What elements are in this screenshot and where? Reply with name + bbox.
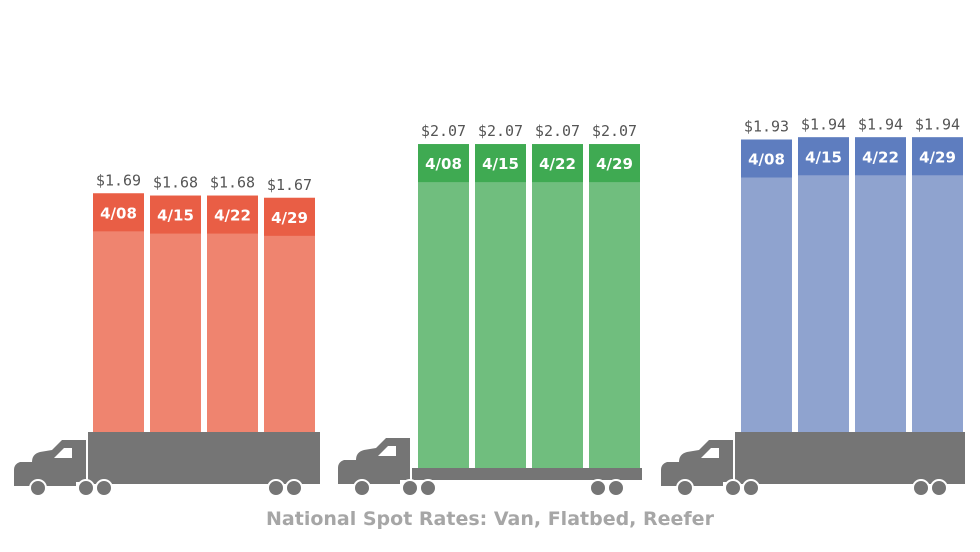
flatbed-wheel — [353, 479, 371, 497]
van-bar-value-label: $1.68 — [153, 174, 198, 192]
reefer-bar-cap — [912, 137, 963, 176]
flatbed-wheel — [419, 479, 437, 497]
flatbed-bar-3: 4/22 $2.07 — [532, 122, 583, 468]
flatbed-wheel — [607, 479, 625, 497]
flatbed-bar-cap — [475, 144, 526, 183]
reefer-wheel — [724, 479, 742, 497]
reefer-bar-value-label: $1.94 — [858, 115, 903, 133]
flatbed-wheel — [401, 479, 419, 497]
flatbed-bar-body — [532, 144, 583, 468]
van-truck-icon — [14, 432, 320, 497]
van-bar-date-label: 4/22 — [214, 207, 251, 225]
van-bar-date-label: 4/08 — [100, 204, 137, 222]
reefer-bar-date-label: 4/08 — [748, 151, 785, 169]
reefer-bar-value-label: $1.93 — [744, 118, 789, 136]
van-bar-value-label: $1.68 — [210, 174, 255, 192]
reefer-wheel — [742, 479, 760, 497]
van-bar-body — [150, 195, 201, 432]
flatbed-bar-cap — [418, 144, 469, 183]
reefer-wheel — [676, 479, 694, 497]
van-bar-body — [207, 195, 258, 432]
flatbed-cab-window — [378, 446, 396, 456]
reefer-bar-body — [855, 137, 906, 432]
reefer-wheel — [930, 479, 948, 497]
flatbed-cab-icon — [338, 438, 410, 484]
flatbed-bar-value-label: $2.07 — [592, 122, 637, 140]
flatbed-bar-cap — [532, 144, 583, 183]
van-trailer — [88, 432, 320, 484]
flatbed-bar-date-label: 4/08 — [425, 155, 462, 173]
reefer-bar-body — [912, 137, 963, 432]
reefer-bar-3: 4/22 $1.94 — [855, 115, 906, 432]
flatbed-bar-1: 4/08 $2.07 — [418, 122, 469, 468]
van-cab-window — [54, 448, 72, 458]
van-bar-body — [264, 197, 315, 432]
reefer-trailer — [735, 432, 965, 484]
van-wheel — [95, 479, 113, 497]
van-bar-cap — [93, 193, 144, 232]
reefer-bar-4: 4/29 $1.94 — [912, 115, 963, 432]
reefer-bar-cap — [741, 139, 792, 178]
flatbed-trailer-deck — [412, 468, 642, 480]
flatbed-panel: 4/08 $2.07 4/15 $2.07 4/22 $2.07 4/29 $2.07 — [338, 122, 642, 497]
van-bar-cap — [207, 195, 258, 234]
reefer-bar-cap — [798, 137, 849, 176]
flatbed-wheel — [589, 479, 607, 497]
van-wheel — [285, 479, 303, 497]
van-wheel — [29, 479, 47, 497]
reefer-cab-window — [701, 448, 719, 458]
van-bar-cap — [150, 195, 201, 234]
flatbed-bar-value-label: $2.07 — [478, 122, 523, 140]
reefer-truck-icon — [661, 432, 965, 497]
reefer-cab-icon — [661, 440, 733, 486]
reefer-wheel — [912, 479, 930, 497]
reefer-bar-date-label: 4/29 — [919, 148, 956, 166]
flatbed-bar-2: 4/15 $2.07 — [475, 122, 526, 468]
reefer-bar-value-label: $1.94 — [915, 115, 960, 133]
flatbed-bar-4: 4/29 $2.07 — [589, 122, 640, 468]
flatbed-truck-icon — [338, 438, 642, 497]
reefer-bar-value-label: $1.94 — [801, 115, 846, 133]
van-bar-date-label: 4/29 — [271, 209, 308, 227]
flatbed-bar-body — [589, 144, 640, 468]
van-bar-2: 4/15 $1.68 — [150, 174, 201, 432]
flatbed-bar-date-label: 4/22 — [539, 155, 576, 173]
flatbed-bar-body — [475, 144, 526, 468]
reefer-bar-1: 4/08 $1.93 — [741, 118, 792, 432]
flatbed-bar-date-label: 4/15 — [482, 155, 519, 173]
reefer-bar-body — [798, 137, 849, 432]
reefer-bar-date-label: 4/22 — [862, 148, 899, 166]
reefer-bar-body — [741, 139, 792, 432]
van-bar-4: 4/29 $1.67 — [264, 176, 315, 432]
van-cab-icon — [14, 440, 86, 486]
van-bar-date-label: 4/15 — [157, 207, 194, 225]
van-bar-3: 4/22 $1.68 — [207, 174, 258, 432]
van-bar-1: 4/08 $1.69 — [93, 171, 144, 432]
van-wheel — [267, 479, 285, 497]
van-bar-value-label: $1.69 — [96, 171, 141, 189]
reefer-panel: 4/08 $1.93 4/15 $1.94 4/22 $1.94 4/29 $1.94 — [661, 115, 965, 497]
van-bar-cap — [264, 197, 315, 236]
van-panel: 4/08 $1.69 4/15 $1.68 4/22 $1.68 4/29 $1.67 — [14, 171, 320, 497]
reefer-bar-date-label: 4/15 — [805, 148, 842, 166]
flatbed-bar-date-label: 4/29 — [596, 155, 633, 173]
flatbed-bar-body — [418, 144, 469, 468]
reefer-bar-cap — [855, 137, 906, 176]
flatbed-bar-value-label: $2.07 — [421, 122, 466, 140]
van-bar-value-label: $1.67 — [267, 176, 312, 194]
flatbed-bar-value-label: $2.07 — [535, 122, 580, 140]
chart-caption: National Spot Rates: Van, Flatbed, Reefe… — [266, 508, 714, 530]
flatbed-bar-cap — [589, 144, 640, 183]
van-wheel — [77, 479, 95, 497]
van-bar-body — [93, 193, 144, 432]
reefer-bar-2: 4/15 $1.94 — [798, 115, 849, 432]
